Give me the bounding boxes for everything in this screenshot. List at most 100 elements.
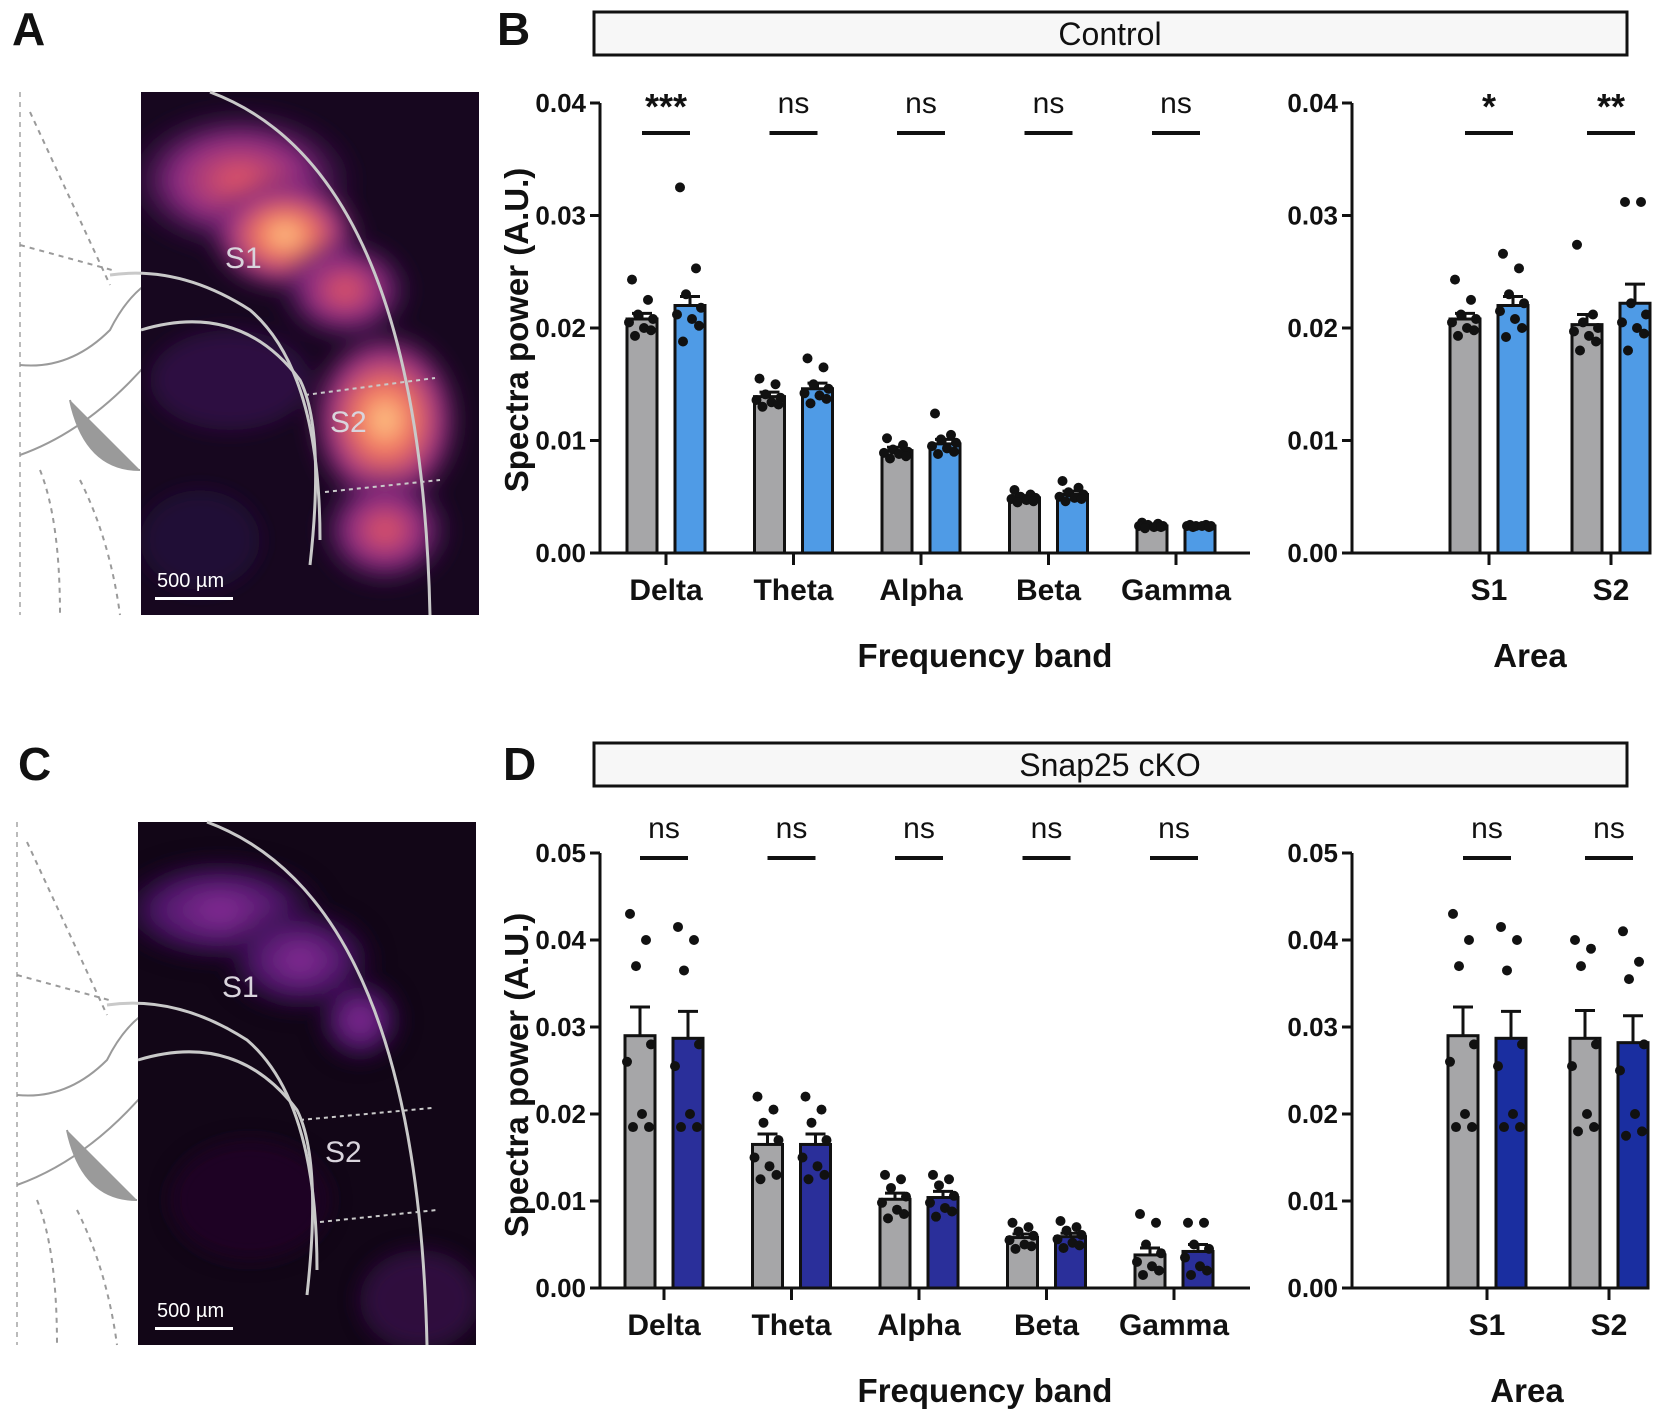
category-label: Delta xyxy=(629,574,703,607)
data-point xyxy=(821,1135,832,1146)
region-label-s2-a: S2 xyxy=(330,406,367,439)
data-point xyxy=(930,408,940,419)
data-point xyxy=(1007,1217,1018,1228)
data-point xyxy=(1149,522,1159,533)
y-tick-label: 0.03 xyxy=(535,201,586,231)
data-point xyxy=(1183,1217,1193,1228)
data-point xyxy=(1188,522,1198,533)
data-point xyxy=(821,393,832,404)
y-tick-label: 0.04 xyxy=(535,88,586,118)
data-point xyxy=(675,182,685,193)
data-point xyxy=(1634,956,1644,967)
scale-bar-label-a: 500 µm xyxy=(157,570,224,592)
xlabel-b-left: Frequency band xyxy=(858,637,1113,674)
data-point xyxy=(670,1061,680,1072)
data-point xyxy=(1450,274,1460,285)
significance-label: ns xyxy=(1033,87,1065,120)
data-point xyxy=(1624,974,1634,985)
data-point xyxy=(799,388,810,399)
data-point xyxy=(1637,1126,1647,1137)
data-point xyxy=(1061,1225,1072,1236)
data-point xyxy=(1512,935,1522,945)
data-point xyxy=(1156,522,1166,533)
y-tick-label: 0.01 xyxy=(535,1186,586,1216)
category-label: Gamma xyxy=(1119,1309,1229,1342)
data-point xyxy=(1572,239,1582,250)
data-point xyxy=(641,935,651,945)
category-label: Alpha xyxy=(879,574,963,607)
data-point xyxy=(676,1122,686,1133)
data-point xyxy=(1057,476,1068,486)
category-label: Alpha xyxy=(877,1309,961,1342)
data-point xyxy=(1156,1248,1166,1259)
data-point xyxy=(1154,1265,1164,1276)
data-point xyxy=(1639,1039,1649,1050)
data-point xyxy=(648,314,658,324)
data-point xyxy=(754,373,765,384)
data-point xyxy=(936,434,946,445)
data-point xyxy=(644,1122,654,1133)
panel-label-b: B xyxy=(497,3,530,55)
significance-label: *** xyxy=(645,86,687,127)
data-point xyxy=(1204,1243,1214,1254)
data-point xyxy=(1639,328,1649,339)
data-point xyxy=(1636,197,1646,207)
data-point xyxy=(1626,298,1636,309)
data-point xyxy=(928,1169,938,1180)
y-tick-label: 0.01 xyxy=(1287,426,1338,456)
data-point xyxy=(681,289,691,300)
data-point xyxy=(1501,332,1511,342)
data-point xyxy=(685,1109,695,1119)
data-point xyxy=(687,314,697,324)
data-point xyxy=(931,1211,941,1222)
data-point xyxy=(692,1122,702,1133)
bar xyxy=(801,387,834,555)
data-point xyxy=(1519,298,1529,309)
data-point xyxy=(646,1039,656,1050)
data-point xyxy=(1567,1061,1577,1072)
data-point xyxy=(1471,314,1481,324)
data-point xyxy=(773,399,784,410)
data-point xyxy=(1138,1269,1148,1280)
data-point xyxy=(1202,1265,1212,1276)
bar xyxy=(1616,1041,1650,1290)
bar xyxy=(880,449,914,555)
y-tick-label: 0.00 xyxy=(1287,1273,1338,1303)
data-point xyxy=(1026,1241,1037,1252)
data-point xyxy=(694,1039,704,1050)
data-point xyxy=(1569,326,1579,337)
scale-bar-c xyxy=(155,1327,233,1330)
data-point xyxy=(1615,1065,1625,1076)
data-point xyxy=(1204,522,1214,533)
y-tick-label: 0.03 xyxy=(1287,1012,1338,1042)
data-point xyxy=(1060,496,1071,507)
data-point xyxy=(696,302,706,313)
data-point xyxy=(1140,523,1150,534)
data-point xyxy=(896,1174,906,1185)
data-point xyxy=(1582,1109,1592,1119)
category-label: S2 xyxy=(1593,574,1630,607)
data-point xyxy=(899,1209,909,1220)
data-point xyxy=(1504,289,1514,300)
data-point xyxy=(1632,323,1642,333)
y-tick-label: 0.00 xyxy=(1287,538,1338,568)
y-tick-label: 0.01 xyxy=(535,426,586,456)
bar xyxy=(1008,496,1041,555)
bar xyxy=(1618,301,1652,555)
data-point xyxy=(1467,1122,1477,1133)
data-point xyxy=(1588,309,1598,320)
y-tick-label: 0.04 xyxy=(1287,88,1338,118)
data-point xyxy=(625,908,635,919)
data-point xyxy=(1573,1126,1583,1137)
data-point xyxy=(819,1169,830,1180)
data-point xyxy=(946,429,956,440)
data-point xyxy=(1004,1235,1015,1246)
y-tick-label: 0.05 xyxy=(1287,838,1338,868)
data-point xyxy=(933,449,943,459)
data-point xyxy=(1517,323,1527,333)
data-point xyxy=(1589,1122,1599,1133)
data-point xyxy=(1515,1122,1525,1133)
data-point xyxy=(1028,496,1039,507)
significance-label: ** xyxy=(1597,86,1625,127)
